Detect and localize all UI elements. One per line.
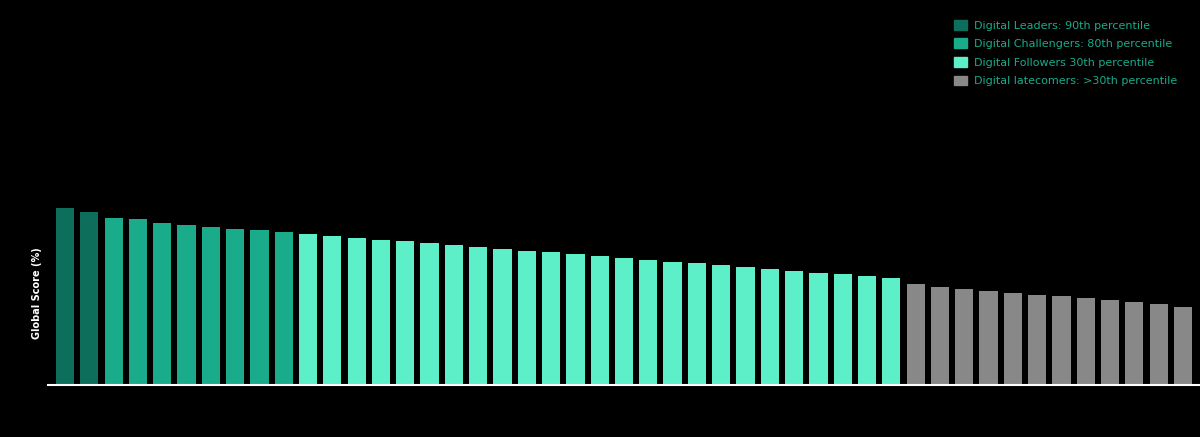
Bar [1174,308,1192,385]
Bar [178,225,196,385]
Bar [590,256,608,385]
Bar [1126,302,1144,385]
Bar [299,234,317,385]
Bar [348,238,366,385]
Bar [761,269,779,385]
Bar [226,229,245,385]
Bar [614,258,634,385]
Bar [396,241,414,385]
Bar [104,218,122,385]
Bar [445,245,463,385]
Bar [469,247,487,385]
Bar [517,250,536,385]
Bar [566,254,584,385]
Bar [931,287,949,385]
Bar [420,243,439,385]
Bar [372,239,390,385]
Bar [1100,300,1120,385]
Bar [1028,295,1046,385]
Bar [1076,298,1094,385]
Bar [906,284,925,385]
Bar [56,208,74,385]
Bar [858,276,876,385]
Bar [712,265,731,385]
Bar [154,223,172,385]
Bar [1150,304,1168,385]
Bar [251,230,269,385]
Legend: Digital Leaders: 90th percentile, Digital Challengers: 80th percentile, Digital : Digital Leaders: 90th percentile, Digita… [948,14,1182,92]
Bar [640,260,658,385]
Bar [809,273,828,385]
Bar [80,212,98,385]
Bar [542,253,560,385]
Bar [737,267,755,385]
Bar [323,236,342,385]
Bar [1003,293,1022,385]
Bar [1052,296,1070,385]
Bar [955,289,973,385]
Bar [834,274,852,385]
Bar [785,271,803,385]
Bar [493,249,511,385]
Y-axis label: Global Score (%): Global Score (%) [32,247,42,339]
Bar [202,227,220,385]
Bar [664,262,682,385]
Bar [275,232,293,385]
Bar [979,291,997,385]
Bar [128,219,148,385]
Bar [688,264,706,385]
Bar [882,278,900,385]
